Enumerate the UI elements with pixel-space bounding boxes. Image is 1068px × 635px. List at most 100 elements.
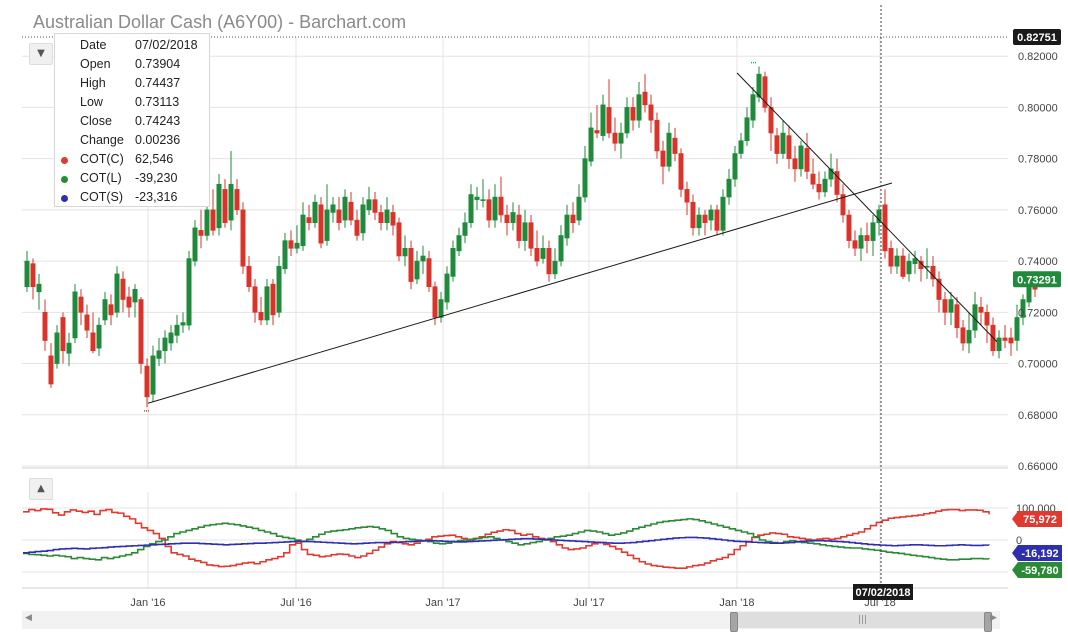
- candle: [414, 250, 420, 285]
- candle-body: [690, 201, 696, 229]
- candle-body: [288, 240, 294, 249]
- candle: [390, 204, 396, 236]
- tooltip-row: Low 0.73113: [55, 93, 209, 112]
- candle-body: [342, 196, 348, 221]
- candle: [510, 202, 516, 231]
- candle-body: [468, 194, 474, 223]
- candle-body: [624, 107, 630, 134]
- chart-scrollbar[interactable]: ◀ ||| ▶: [22, 611, 1000, 632]
- candle-body: [504, 214, 510, 223]
- candle: [750, 86, 756, 128]
- candle-body: [102, 299, 108, 321]
- candle: [774, 127, 780, 164]
- crosshair-date-tag: 07/02/2018: [853, 584, 913, 600]
- candle: [906, 253, 912, 282]
- date-axis: Jan '16 Jul '16 Jan '17 Jul '17 Jan '18 Jul '…: [130, 597, 895, 609]
- candle-body: [582, 158, 588, 198]
- candle-body: [180, 322, 186, 326]
- tooltip-value: -23,316: [135, 190, 178, 204]
- candle-body: [1008, 337, 1014, 344]
- candle: [966, 312, 972, 354]
- data-tooltip: Date 07/02/2018 Open 0.73904 High 0.74437 Low 0…: [54, 33, 210, 207]
- price-tag: 0.73291: [1013, 271, 1061, 288]
- candle-body: [666, 132, 672, 167]
- candle-body: [114, 273, 120, 313]
- candle-body: [216, 183, 222, 229]
- candle-body: [258, 312, 264, 321]
- scroll-left-icon[interactable]: ◀: [25, 613, 32, 623]
- cot-tag-label: 75,972: [1023, 514, 1057, 526]
- candle-body: [120, 278, 126, 300]
- candle: [60, 312, 66, 364]
- cot-tag-label: -59,780: [1021, 565, 1058, 577]
- candle: [36, 273, 42, 310]
- tooltip-row: COT(C) 62,546: [55, 150, 209, 169]
- candle: [324, 184, 330, 246]
- price-tag-label: 0.82751: [1017, 32, 1057, 44]
- candle: [444, 266, 450, 310]
- date-tick-label: Jan '18: [719, 597, 754, 609]
- candle: [558, 225, 564, 267]
- candle-body: [24, 260, 30, 288]
- scroll-thumb[interactable]: |||: [730, 612, 992, 632]
- cot-tag: -59,780: [1012, 562, 1062, 578]
- cot-line-cots: [23, 536, 990, 554]
- scroll-handle-right[interactable]: [984, 612, 992, 632]
- candle-body: [522, 222, 528, 241]
- candle: [180, 312, 186, 333]
- candle-body: [654, 119, 660, 152]
- candle: [678, 148, 684, 198]
- candle: [726, 168, 732, 205]
- tooltip-label: Date: [80, 38, 107, 52]
- candle: [564, 204, 570, 246]
- candle: [864, 222, 870, 254]
- candle: [102, 291, 108, 326]
- candle-body: [126, 296, 132, 308]
- candle: [816, 171, 822, 200]
- candle-body: [756, 73, 762, 98]
- candle-body: [210, 209, 216, 231]
- price-tick-label: 0.74000: [1018, 256, 1058, 268]
- candle: [258, 296, 264, 326]
- candle-body: [96, 324, 102, 349]
- candle: [588, 112, 594, 167]
- candle: [552, 248, 558, 280]
- price-axis: 0.82000 0.80000 0.78000 0.76000 0.74000 0.720…: [1018, 51, 1058, 473]
- tooltip-row: Change 0.00236: [55, 131, 209, 150]
- candle-body: [984, 312, 990, 326]
- candle: [396, 217, 402, 262]
- candle: [468, 184, 474, 228]
- cot-series: [23, 508, 990, 569]
- candle-body: [150, 355, 156, 395]
- collapse-price-panel-button[interactable]: ▼: [29, 43, 53, 65]
- candle: [96, 317, 102, 356]
- candle-body: [600, 104, 606, 136]
- cot-grid: [22, 492, 1008, 588]
- candle-body: [366, 199, 372, 211]
- tooltip-value: 62,546: [135, 152, 174, 166]
- candle-body: [456, 235, 462, 252]
- tooltip-row: Date 07/02/2018: [55, 36, 209, 55]
- candle-body: [630, 107, 636, 121]
- candle: [234, 179, 240, 216]
- candle-body: [354, 219, 360, 236]
- scroll-handle-left[interactable]: [730, 612, 738, 632]
- cot-tag: 75,972: [1012, 511, 1062, 527]
- date-tick-label: Jul '17: [573, 597, 604, 609]
- price-tick-label: 0.82000: [1018, 51, 1058, 63]
- candle-body: [720, 196, 726, 231]
- cot-tick-label: 0: [1016, 535, 1022, 547]
- candle-body: [816, 183, 822, 193]
- candle: [126, 286, 132, 318]
- candle-body: [552, 260, 558, 275]
- scroll-right-icon[interactable]: ▶: [990, 613, 997, 623]
- candle: [528, 215, 534, 256]
- trendline-rising-support: [147, 182, 893, 404]
- tooltip-label: COT(L): [80, 171, 122, 185]
- cot-tag-label: -16,192: [1021, 548, 1058, 560]
- candle: [912, 250, 918, 274]
- candle-body: [744, 117, 750, 142]
- candle-body: [1014, 317, 1020, 341]
- candle: [480, 179, 486, 208]
- collapse-cot-panel-button[interactable]: ▲: [29, 478, 53, 500]
